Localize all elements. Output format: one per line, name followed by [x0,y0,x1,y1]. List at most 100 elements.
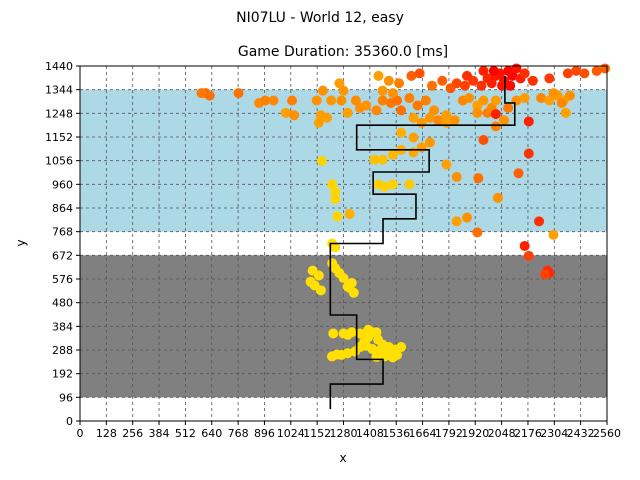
data-point-23 [363,324,374,335]
x-tick-label-16: 2048 [488,427,516,440]
trajectory-path [329,75,516,410]
data-point-162 [507,70,518,81]
x-tick-label-0: 0 [77,427,84,440]
data-point-112 [478,95,489,106]
scatter-points [196,63,610,363]
data-point-91 [371,105,382,116]
data-point-55 [377,154,388,165]
data-point-138 [280,107,291,118]
data-point-131 [548,88,559,99]
data-point-84 [336,95,347,106]
data-point-41 [344,282,355,293]
data-point-157 [486,78,497,89]
data-point-78 [540,269,551,280]
x-tick-label-15: 1920 [461,427,489,440]
data-point-68 [473,173,484,184]
y-tick-label-3: 288 [52,344,73,357]
data-point-107 [441,110,452,121]
data-point-45 [330,186,341,197]
data-point-46 [330,194,341,205]
y-tick-label-9: 864 [52,202,73,215]
data-point-99 [412,100,423,111]
data-point-166 [527,75,538,86]
data-point-140 [233,88,244,99]
data-point-115 [490,95,501,106]
chart-title: Game Duration: 35360.0 [ms] [238,44,448,60]
data-point-176 [478,65,489,76]
x-tick-label-19: 2432 [567,427,595,440]
x-tick-label-9: 1152 [303,427,331,440]
data-point-52 [387,179,398,190]
data-point-108 [449,115,460,126]
data-point-168 [562,68,573,79]
data-point-122 [519,93,530,104]
data-point-92 [377,95,388,106]
y-axis-label: y [14,239,28,246]
data-point-53 [404,179,415,190]
data-point-32 [307,265,318,276]
x-tick-label-4: 512 [175,427,196,440]
data-point-60 [396,127,407,138]
x-tick-label-8: 1024 [277,427,305,440]
x-tick-label-5: 640 [201,427,222,440]
data-point-130 [560,107,571,118]
x-tick-label-2: 256 [122,427,143,440]
y-tick-label-8: 768 [52,226,73,239]
data-point-110 [464,93,475,104]
data-point-153 [459,80,470,91]
data-point-104 [416,117,427,128]
data-point-123 [523,116,534,127]
data-point-86 [338,85,349,96]
y-tick-label-7: 672 [52,249,73,262]
data-point-90 [361,100,372,111]
y-tick-label-10: 960 [52,178,73,191]
data-point-72 [534,216,545,227]
data-point-49 [344,208,355,219]
data-point-175 [505,80,516,91]
data-point-65 [451,216,462,227]
data-point-145 [383,75,394,86]
data-point-143 [196,88,207,99]
data-point-67 [472,227,483,238]
chart-suptitle: NI07LU - World 12, easy [236,10,404,26]
x-tick-label-10: 1280 [330,427,358,440]
data-point-124 [536,93,547,104]
data-point-165 [519,68,530,79]
data-point-135 [260,95,271,106]
x-tick-label-18: 2304 [540,427,568,440]
data-point-33 [315,285,326,296]
path-line [329,75,516,410]
data-point-171 [591,65,602,76]
data-point-83 [311,95,322,106]
data-point-95 [396,105,407,116]
data-point-74 [523,250,534,261]
data-point-170 [579,68,590,79]
data-point-64 [451,171,462,182]
y-tick-label-15: 1440 [45,60,73,73]
data-point-101 [429,105,440,116]
data-point-70 [513,168,524,179]
data-point-100 [420,95,431,106]
data-point-54 [369,154,380,165]
data-point-43 [330,242,341,253]
data-point-28 [387,352,398,363]
data-point-96 [387,88,398,99]
x-tick-label-11: 1408 [356,427,384,440]
data-point-146 [394,78,405,89]
data-point-18 [361,340,372,351]
data-point-75 [548,229,559,240]
x-axis-ticks: 0 128 256 384 512 640 768 896 102411521280140815… [77,421,621,440]
data-point-149 [427,80,438,91]
data-point-155 [476,80,487,91]
data-point-24 [371,327,382,338]
data-point-51 [379,181,390,192]
data-point-61 [408,132,419,143]
data-point-142 [204,90,215,101]
data-point-21 [346,327,357,338]
y-tick-label-1: 96 [59,391,73,404]
x-tick-label-3: 384 [149,427,170,440]
data-point-88 [350,95,361,106]
data-point-94 [392,95,403,106]
x-tick-label-17: 2176 [514,427,542,440]
